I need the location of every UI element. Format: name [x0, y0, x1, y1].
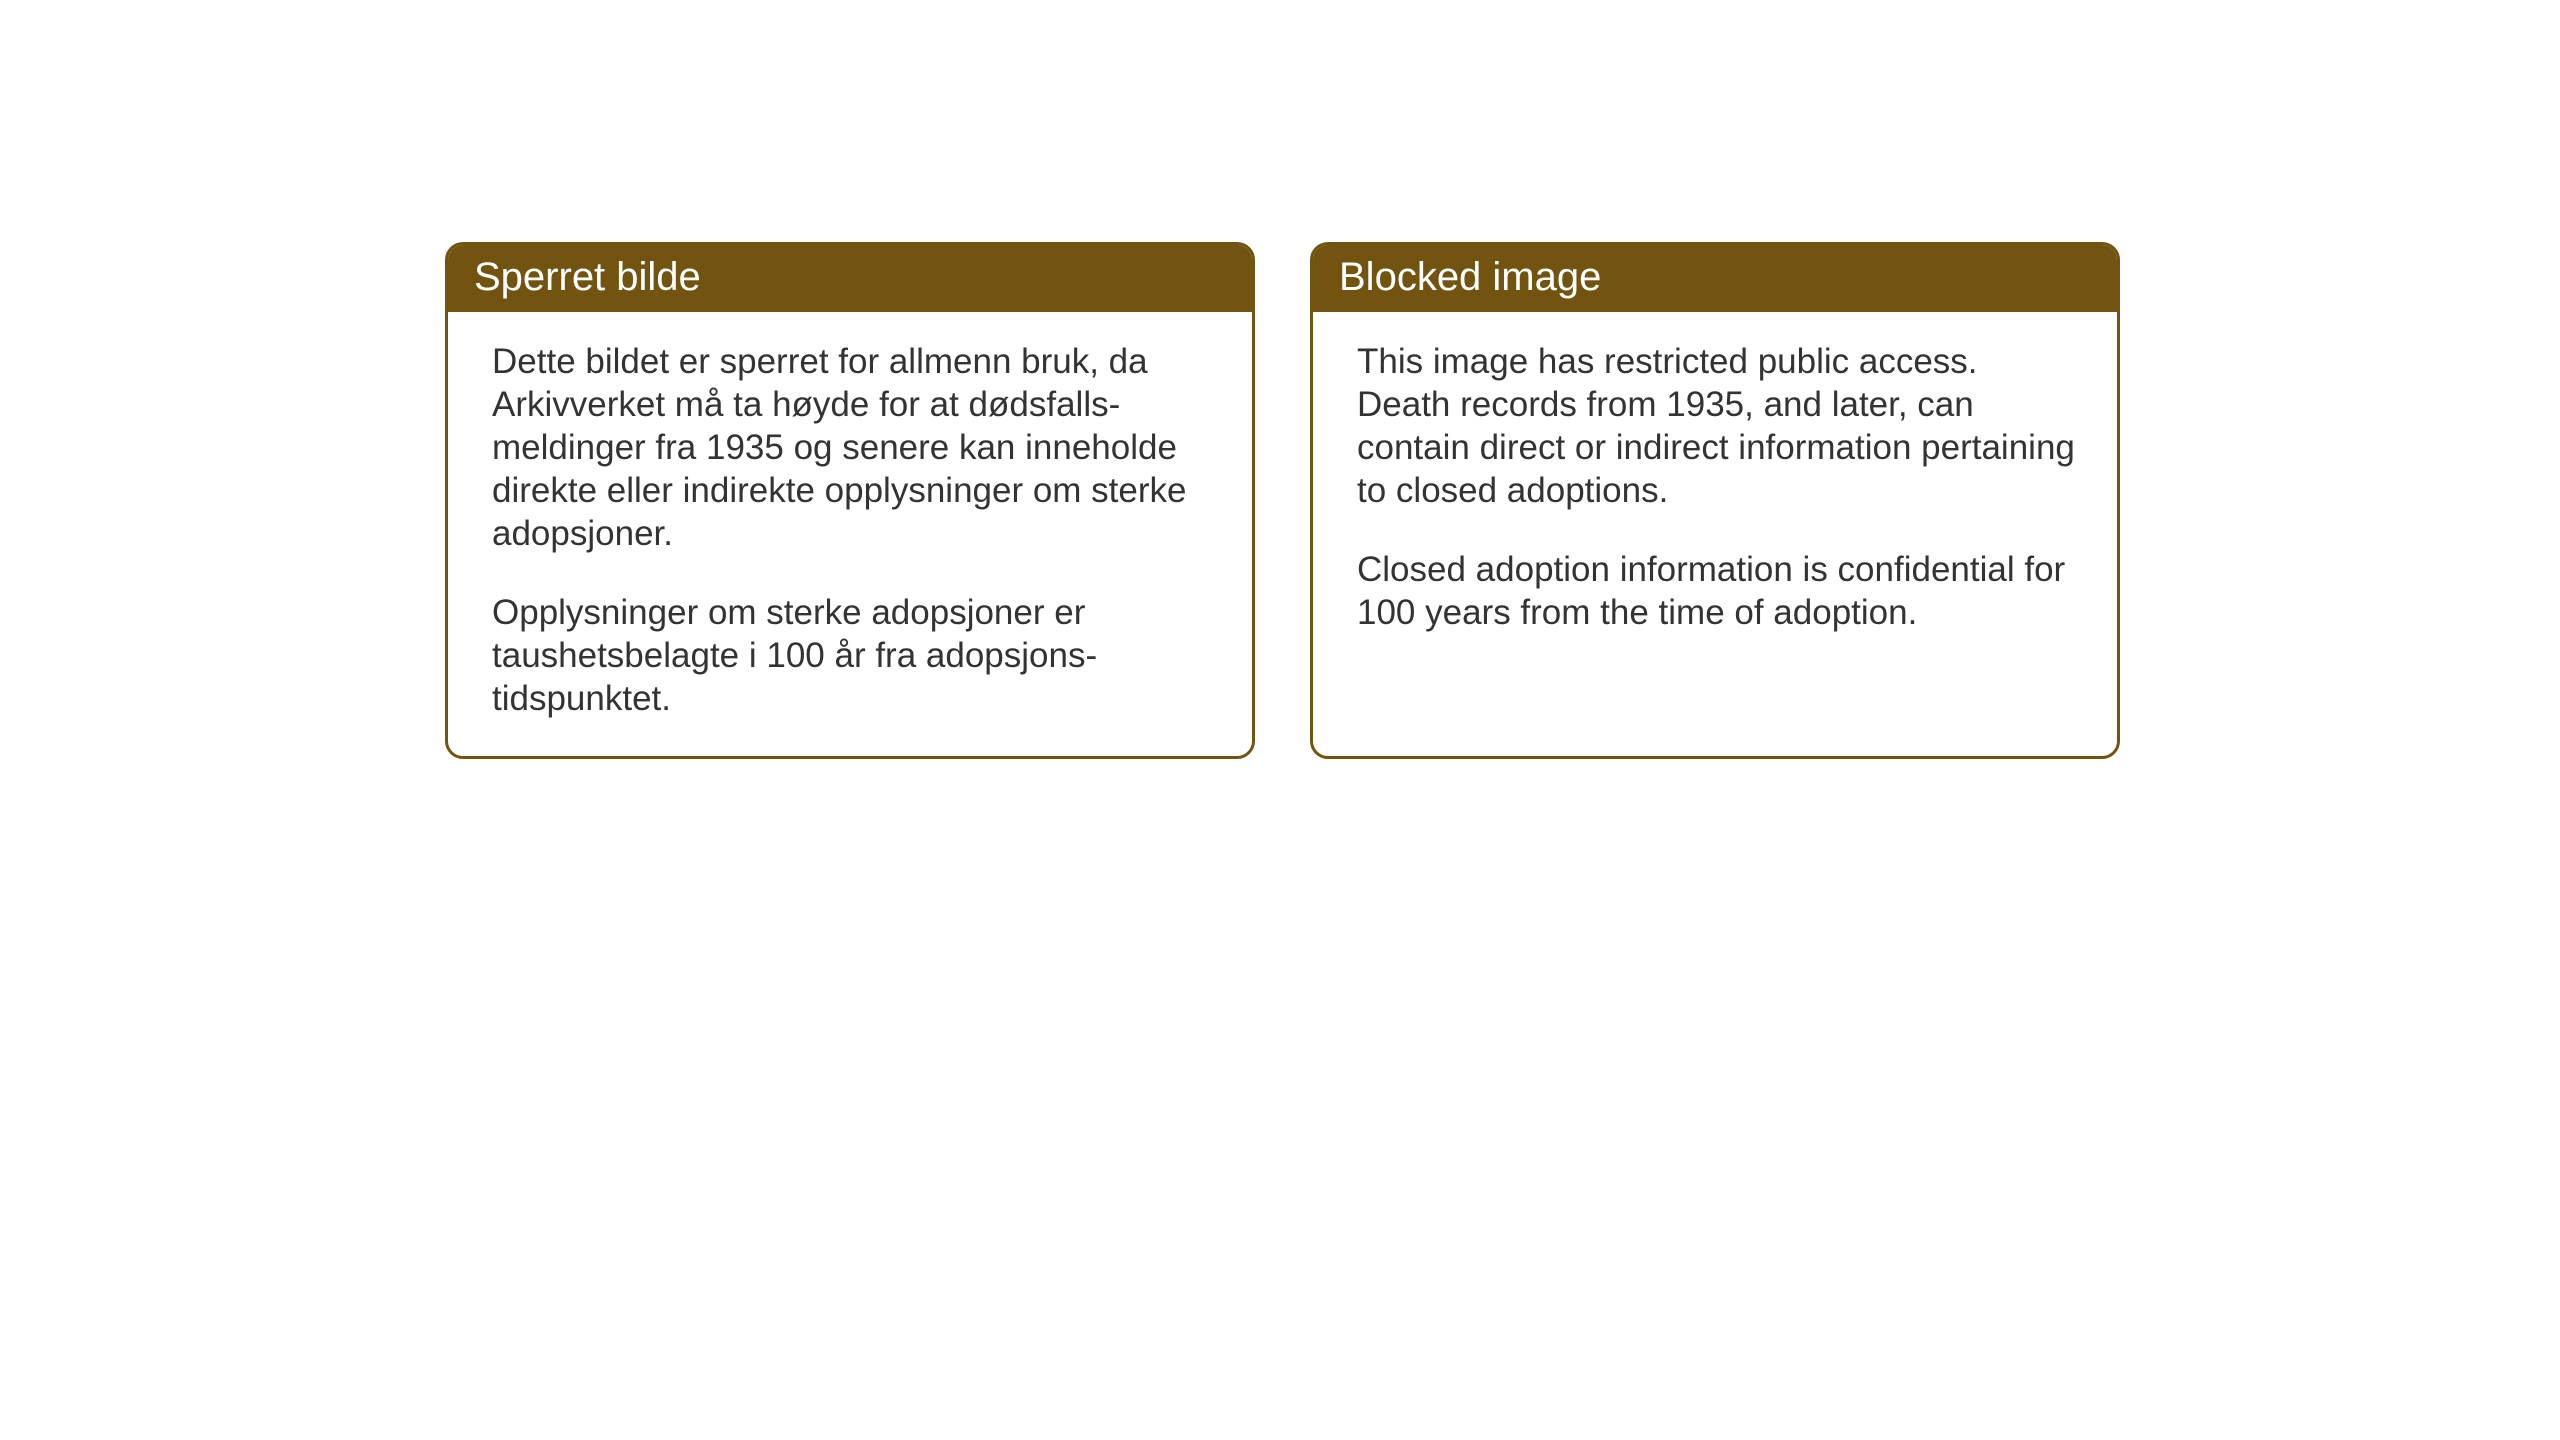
card-title-norwegian: Sperret bilde	[474, 255, 701, 299]
card-title-english: Blocked image	[1339, 255, 1601, 299]
notice-card-norwegian: Sperret bilde Dette bildet er sperret fo…	[445, 242, 1255, 759]
notice-card-english: Blocked image This image has restricted …	[1310, 242, 2120, 759]
card-paragraph-2-norwegian: Opplysninger om sterke adopsjoner er tau…	[492, 591, 1212, 720]
notice-container: Sperret bilde Dette bildet er sperret fo…	[445, 242, 2120, 759]
card-header-norwegian: Sperret bilde	[448, 245, 1252, 312]
card-body-english: This image has restricted public access.…	[1313, 312, 2117, 670]
card-body-norwegian: Dette bildet er sperret for allmenn bruk…	[448, 312, 1252, 756]
card-paragraph-2-english: Closed adoption information is confident…	[1357, 548, 2077, 634]
card-paragraph-1-english: This image has restricted public access.…	[1357, 340, 2077, 512]
card-header-english: Blocked image	[1313, 245, 2117, 312]
card-paragraph-1-norwegian: Dette bildet er sperret for allmenn bruk…	[492, 340, 1212, 555]
